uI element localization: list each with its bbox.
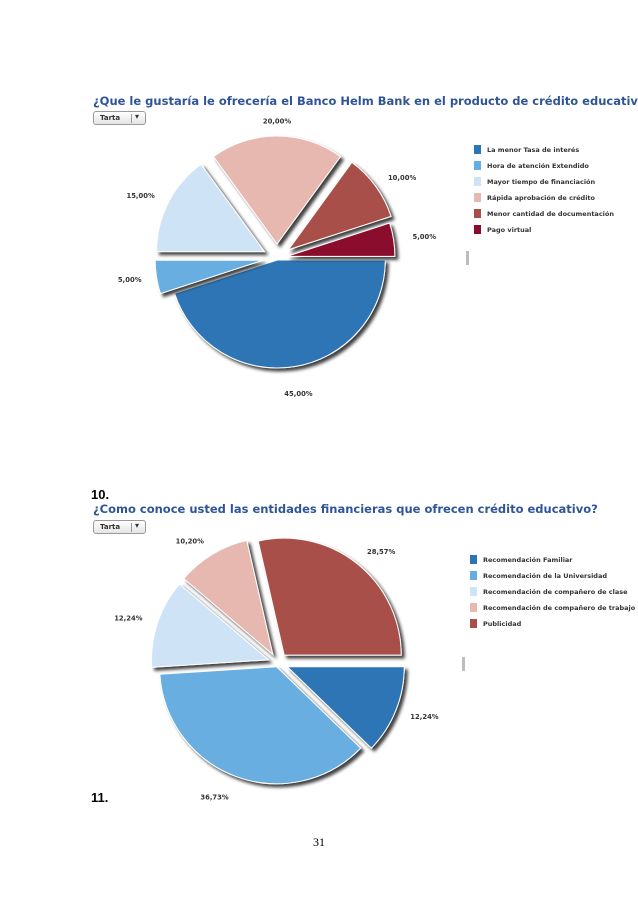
slice-data-label: 36,73%: [200, 793, 228, 801]
legend-swatch: [470, 603, 477, 612]
legend-swatch: [470, 555, 477, 564]
legend-label: Publicidad: [483, 620, 521, 628]
legend-label: Recomendación Familiar: [483, 556, 573, 564]
legend-swatch: [470, 587, 477, 596]
slice-data-label: 10,20%: [176, 537, 204, 545]
legend-label: Recomendación de la Universidad: [483, 572, 607, 580]
slice-data-label: 28,57%: [367, 548, 395, 556]
section-number-11: 11.: [91, 790, 108, 805]
legend-label: Recomendación de compañero de trabajo: [483, 604, 635, 612]
slice-data-label: 12,24%: [410, 713, 438, 721]
slice-data-label: 12,24%: [114, 615, 142, 623]
chart2-scroll-handle[interactable]: [462, 657, 465, 671]
page-number: 31: [0, 835, 638, 850]
legend-label: Recomendación de compañero de clase: [483, 588, 628, 596]
legend-swatch: [470, 571, 477, 580]
legend-swatch: [470, 619, 477, 628]
